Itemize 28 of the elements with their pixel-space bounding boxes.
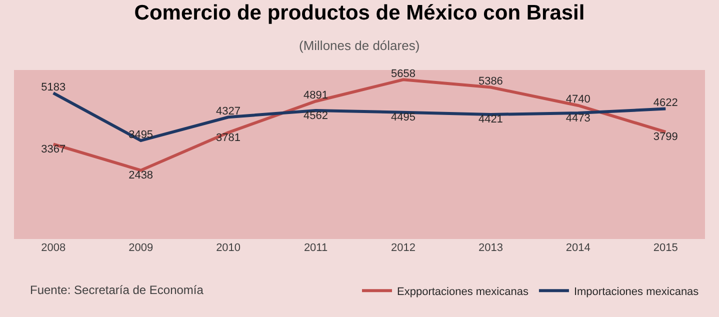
chart-title: Comercio de productos de México con Brasil	[134, 1, 585, 24]
data-label: 4622	[653, 97, 678, 110]
legend-label: Expportaciones mexicanas	[397, 286, 529, 298]
x-tick-label: 2011	[304, 242, 328, 254]
data-label: 3799	[653, 131, 678, 144]
data-label: 4562	[304, 110, 328, 122]
data-label: 4891	[304, 89, 328, 102]
x-tick-label: 2013	[478, 242, 503, 254]
source-note: Fuente: Secretaría de Economía	[30, 283, 204, 297]
x-tick-label: 2009	[128, 242, 154, 254]
data-label: 5386	[478, 76, 503, 88]
data-label: 4740	[566, 94, 590, 106]
legend-label: Importaciones mexicanas	[574, 286, 700, 298]
data-label: 4327	[216, 105, 241, 118]
x-tick-label: 2015	[653, 242, 678, 254]
data-label: 2438	[128, 170, 154, 182]
x-tick-label: 2014	[566, 242, 590, 254]
data-label: 5183	[41, 81, 66, 94]
data-label: 3367	[41, 143, 66, 156]
chart-subtitle: (Millones de dólares)	[299, 38, 420, 53]
data-label: 4421	[478, 114, 503, 126]
x-tick-label: 2010	[216, 242, 241, 254]
data-label: 4473	[566, 112, 590, 124]
data-label: 3781	[216, 132, 241, 144]
x-tick-label: 2012	[390, 242, 416, 254]
x-tick-label: 2008	[41, 242, 66, 254]
data-label: 4495	[390, 112, 416, 124]
data-label: 5658	[390, 68, 416, 80]
